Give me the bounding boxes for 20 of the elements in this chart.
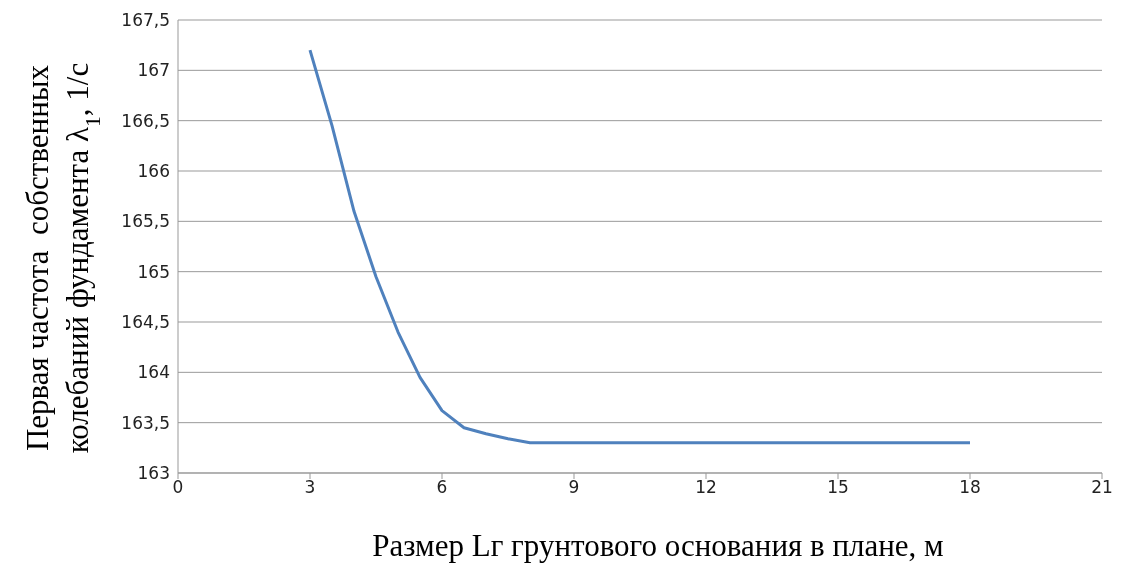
y-tick-label: 165: [137, 261, 170, 282]
y-tick-label: 164: [137, 362, 170, 383]
x-tick-label: 6: [436, 477, 448, 498]
y-tick-label: 167: [137, 60, 170, 81]
x-tick-label: 18: [959, 477, 981, 498]
x-tick-label: 3: [304, 477, 316, 498]
x-tick-label: 0: [172, 477, 184, 498]
x-tick-label: 15: [827, 477, 849, 498]
y-tick-label: 166: [137, 161, 170, 182]
x-tick-label: 12: [695, 477, 717, 498]
y-tick-label: 165,5: [121, 211, 170, 232]
y-tick-label: 167,5: [121, 10, 170, 31]
x-axis-title: Размер Lг грунтового основания в плане, м: [372, 528, 944, 563]
y-tick-label: 163: [137, 463, 170, 484]
y-tick-label: 163,5: [121, 412, 170, 433]
y-tick-label: 164,5: [121, 312, 170, 333]
x-tick-label: 9: [568, 477, 580, 498]
line-series: [308, 48, 972, 445]
x-tick-label: 21: [1091, 477, 1113, 498]
y-tick-label: 166,5: [121, 110, 170, 131]
